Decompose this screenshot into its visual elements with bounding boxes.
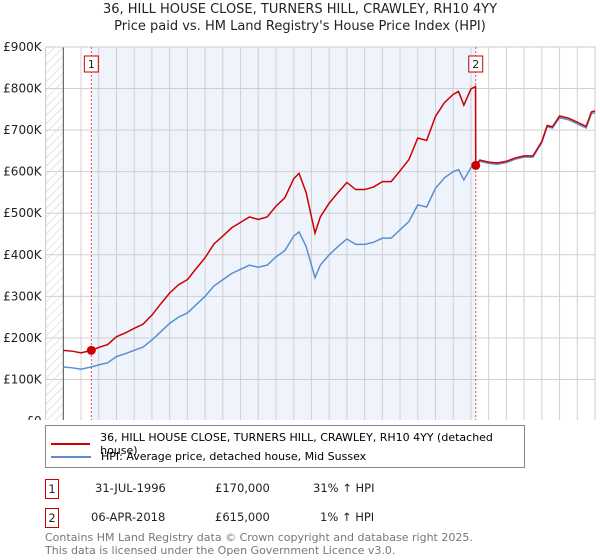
annotation-label: 1 [88,58,95,71]
legend-label: HPI: Average price, detached house, Mid … [101,450,367,463]
ownership-shading [91,47,476,420]
chart-title: 36, HILL HOUSE CLOSE, TURNERS HILL, CRAW… [102,2,498,17]
plot-area: £0 £100K £200K £300K £400K £500K £600K £700K £80… [3,40,596,420]
y-tick-label: £900K [3,40,43,54]
sale-marker: 2 [45,508,59,528]
annotation-box [83,55,99,73]
y-tick-label: £800K [3,82,43,96]
y-tick-label: £600K [3,165,43,179]
sale-marker: 1 [45,479,59,499]
y-tick-label: £200K [3,331,43,345]
chart-subtitle: Price paid vs. HM Land Registry's House … [114,19,486,34]
legend-item-hpi: HPI: Average price, detached house, Mid … [51,450,366,463]
no-data-hatch [45,47,64,420]
sale-point [471,160,481,170]
legend-swatch-blue [51,455,91,458]
series-line-property [63,85,596,354]
legend-swatch-red [51,443,91,445]
y-tick-label: £0 [26,414,41,420]
y-tick-label: £400K [3,248,43,262]
legend-item-property: 36, HILL HOUSE CLOSE, TURNERS HILL, CRAW… [51,431,524,457]
sale-date: 06-APR-2018 [91,510,166,524]
sale-price: £615,000 [215,510,270,524]
footer-copyright: Contains HM Land Registry data © Crown c… [45,531,473,544]
sale-price: £170,000 [215,481,270,495]
y-tick-label: £700K [3,123,43,137]
legend: 36, HILL HOUSE CLOSE, TURNERS HILL, CRAW… [45,425,525,468]
y-tick-label: £100K [3,372,43,386]
annotation-label: 2 [472,58,479,71]
y-tick-label: £300K [3,289,43,303]
y-tick-label: £500K [3,206,43,220]
sale-date: 31-JUL-1996 [95,481,166,495]
series-line-hpi [63,111,596,370]
sale-point [86,345,96,355]
sale-hpi: 31% ↑ HPI [313,481,375,495]
footer-licence: This data is licensed under the Open Gov… [45,544,396,557]
annotation-box [468,55,484,73]
plot-border [45,46,596,420]
sale-hpi: 1% ↑ HPI [320,510,375,524]
legend-label: 36, HILL HOUSE CLOSE, TURNERS HILL, CRAW… [100,431,493,457]
